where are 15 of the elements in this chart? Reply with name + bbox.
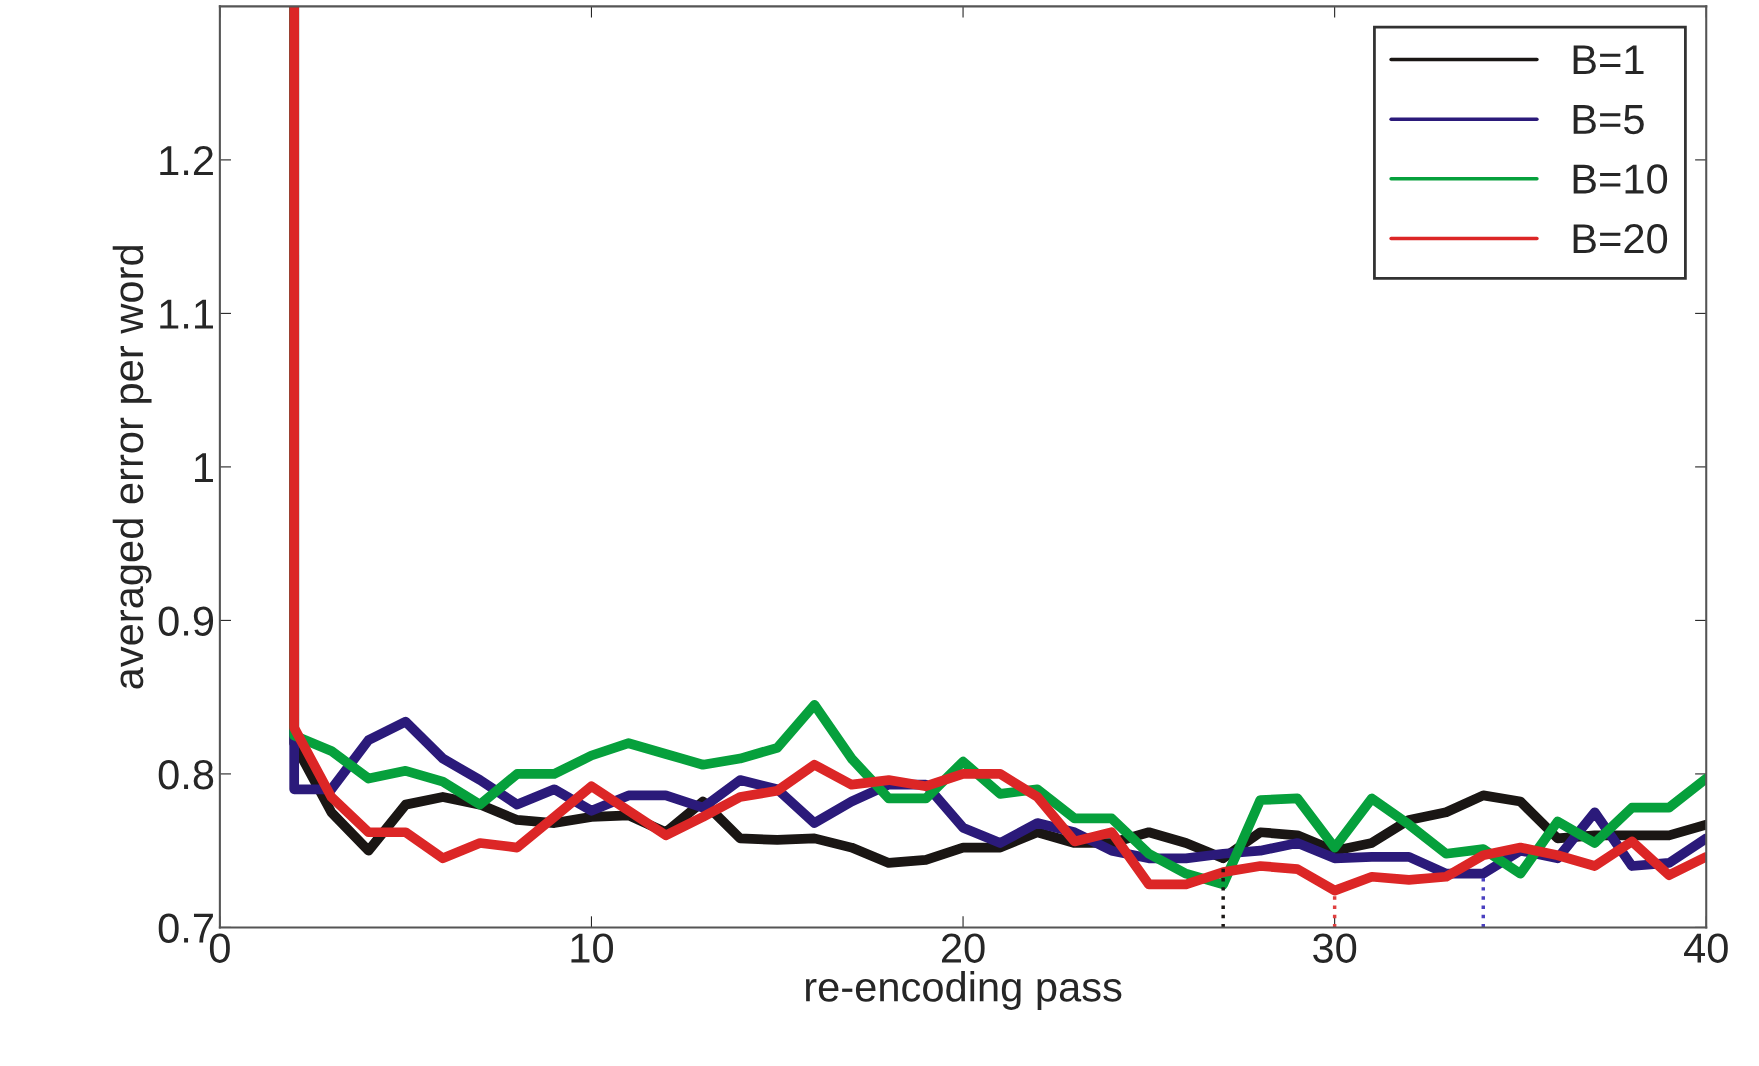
y-tick-label: 1.2 xyxy=(160,145,213,175)
y-tick-label: 0.8 xyxy=(158,759,214,790)
x-axis-title: re-encoding pass xyxy=(806,971,1122,1010)
y-axis-title: averaged error per word xyxy=(112,246,152,689)
legend-label: B=10 xyxy=(1573,164,1668,194)
legend-label: B=1 xyxy=(1573,45,1644,75)
y-tick-label: 1 xyxy=(195,453,213,483)
x-tick-label: 10 xyxy=(571,933,614,963)
x-tick-label: 30 xyxy=(1313,933,1357,963)
x-tick-label: 40 xyxy=(1684,933,1728,963)
y-tick-label: 1.1 xyxy=(160,299,213,329)
legend-label: B=5 xyxy=(1573,105,1644,135)
y-tick-label: 0.9 xyxy=(158,606,214,636)
legend-label: B=20 xyxy=(1573,224,1668,254)
x-tick-label: 20 xyxy=(941,933,985,963)
